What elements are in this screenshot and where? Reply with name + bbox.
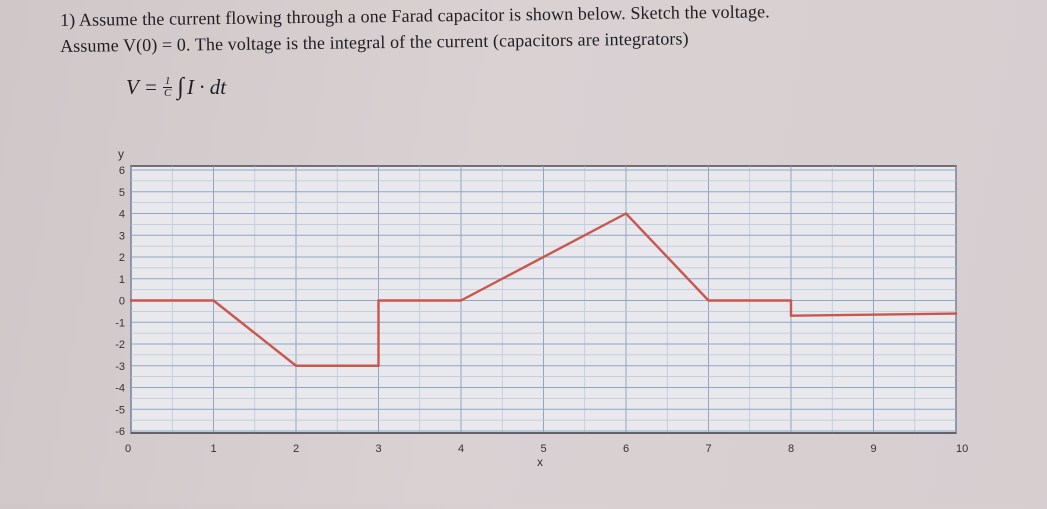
y-tick-label: -5 (115, 404, 125, 416)
data-point (707, 299, 710, 302)
formula-lhs: V = (126, 75, 158, 99)
data-point (789, 314, 793, 317)
data-point (789, 299, 793, 302)
y-tick-label: 0 (119, 296, 125, 308)
x-tick-label: 4 (458, 443, 464, 455)
data-point (377, 299, 380, 302)
x-tick-label: 5 (540, 443, 546, 455)
data-point (294, 364, 298, 367)
x-tick-label: 6 (623, 443, 629, 455)
fraction-numerator: 1 (162, 75, 173, 88)
x-tick-label: 2 (293, 443, 299, 455)
x-tick-label: 1 (210, 443, 216, 455)
data-point (954, 312, 958, 315)
x-axis-label: x (537, 455, 543, 469)
y-tick-label: 2 (119, 252, 125, 264)
grid (130, 166, 957, 434)
x-tick-label: 3 (375, 443, 381, 455)
data-point (129, 299, 133, 302)
data-point (624, 212, 628, 215)
formula-rhs: I · dt (186, 75, 227, 99)
fraction-denominator: C (163, 87, 172, 99)
y-tick-label: -1 (115, 317, 125, 329)
x-tick-labels: 0 1 2 3 4 5 6 7 8 9 10 (125, 443, 968, 455)
x-tick-label: 7 (705, 443, 711, 455)
x-tick-label: 8 (788, 443, 794, 455)
x-tick-label: 0 (125, 443, 131, 455)
y-tick-label: 6 (119, 165, 125, 177)
y-tick-label: -3 (115, 361, 125, 373)
y-tick-label: -2 (115, 339, 125, 351)
x-tick-label: 9 (870, 443, 876, 455)
formula: V = 1 C ∫ I · dt (126, 74, 226, 101)
series-layer (129, 212, 958, 367)
y-tick-label: 4 (119, 209, 125, 221)
data-point (212, 299, 215, 302)
y-tick-label: 5 (119, 187, 125, 199)
y-tick-label: 3 (119, 230, 125, 242)
y-axis-label: y (118, 147, 124, 161)
y-tick-label: -6 (115, 426, 125, 438)
x-tick-label: 10 (956, 443, 968, 455)
y-tick-label: 1 (119, 274, 125, 286)
y-tick-label: -4 (115, 383, 125, 395)
formula-fraction: 1 C (162, 75, 173, 99)
integral-sign: ∫ (177, 74, 184, 100)
data-point (377, 364, 380, 367)
y-tick-labels: 6 5 4 3 2 1 0 -1 -2 -3 -4 -5 -6 (115, 165, 125, 438)
data-point (459, 299, 463, 302)
